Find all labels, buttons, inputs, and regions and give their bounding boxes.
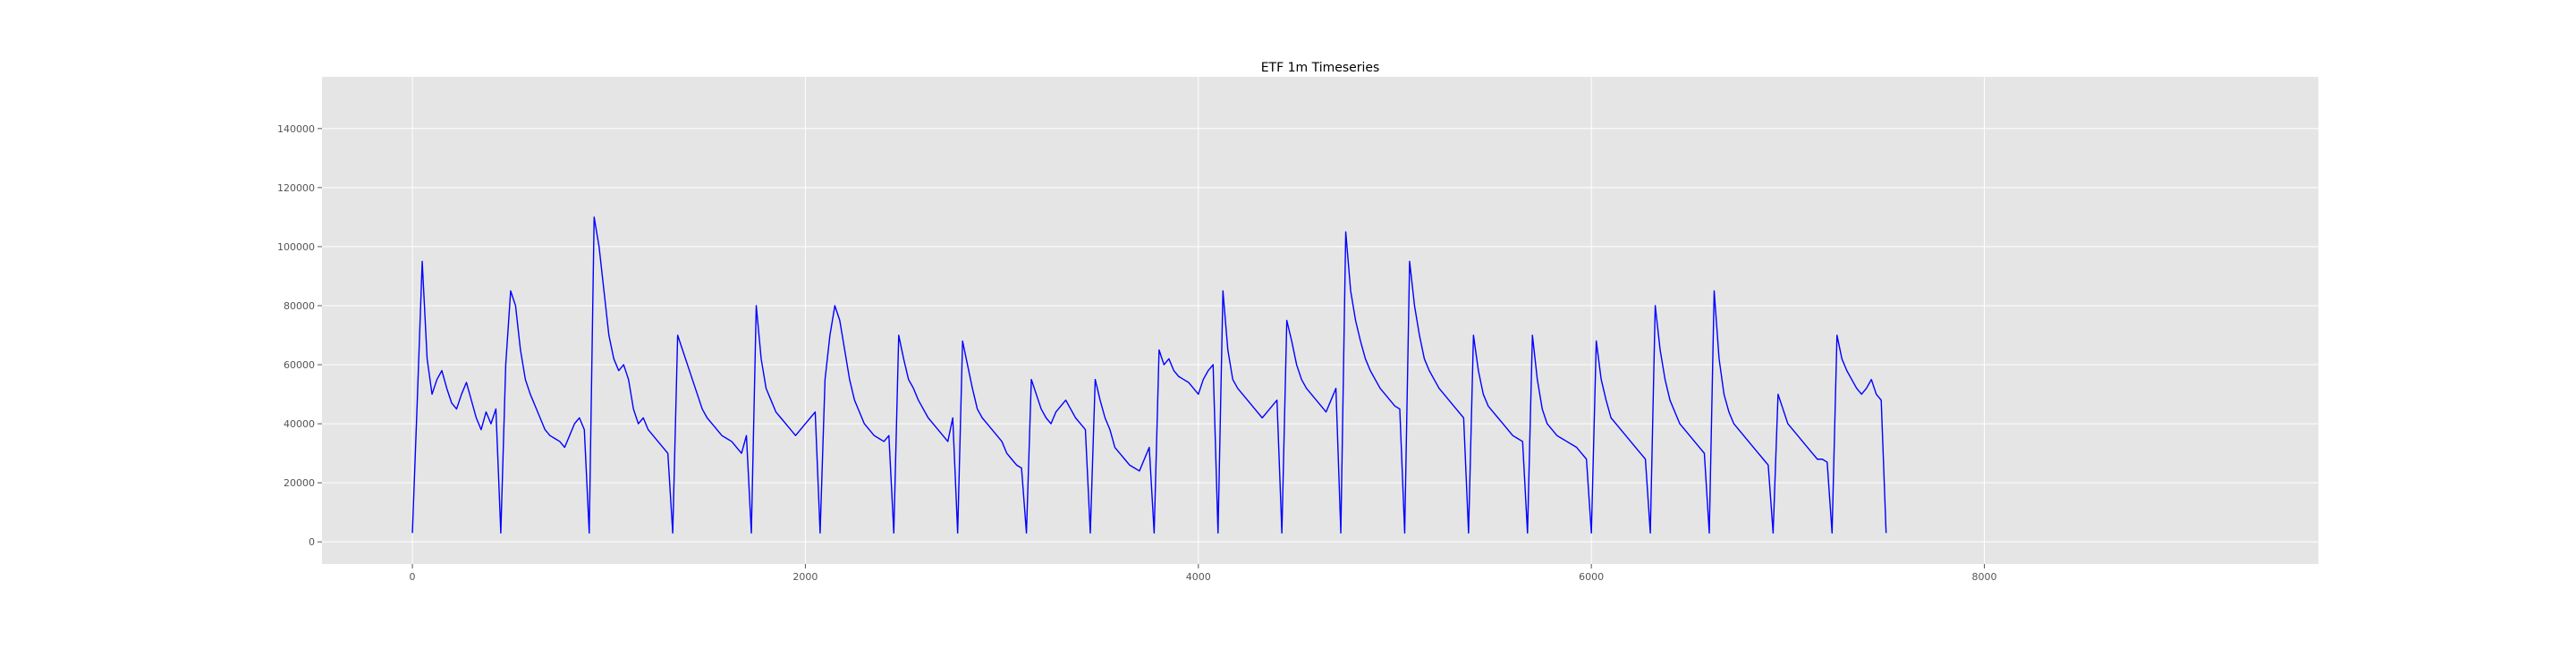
series-group <box>411 216 1887 534</box>
x-tick-label: 0 <box>410 571 416 583</box>
series-line-0 <box>411 216 1887 534</box>
y-tick-label: 60000 <box>284 359 315 371</box>
grid-lines <box>322 77 2318 564</box>
x-tick-label: 4000 <box>1186 571 1211 583</box>
y-tick-label: 120000 <box>277 182 315 194</box>
x-tick-label: 6000 <box>1579 571 1604 583</box>
y-tick-label: 40000 <box>284 418 315 430</box>
y-axis: 0 20000 40000 60000 80000 100000 120000 140000 <box>277 123 322 548</box>
x-tick-label: 8000 <box>1972 571 1997 583</box>
x-axis: 0 2000 4000 6000 8000 <box>410 564 1997 583</box>
y-tick-label: 140000 <box>277 123 315 135</box>
y-tick-label: 80000 <box>284 300 315 312</box>
y-tick-label: 20000 <box>284 477 315 489</box>
chart-title: ETF 1m Timeseries <box>1261 61 1380 75</box>
y-tick-label: 100000 <box>277 241 315 253</box>
y-tick-label: 0 <box>309 536 315 548</box>
x-tick-label: 2000 <box>792 571 818 583</box>
plot-area <box>322 77 2318 564</box>
